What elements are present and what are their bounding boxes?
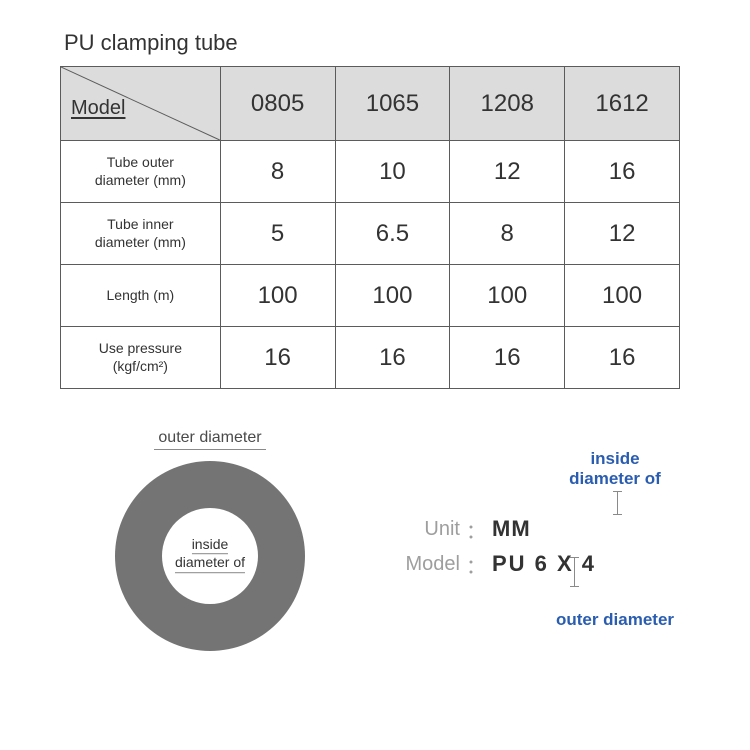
row-label: Length (m): [61, 265, 221, 327]
cell-value: 8: [220, 141, 335, 203]
cell-value: 16: [565, 327, 680, 389]
cell-value: 16: [565, 141, 680, 203]
table-row: Tube innerdiameter (mm)56.5812: [61, 203, 680, 265]
table-corner-cell: Model: [61, 67, 221, 141]
row-label: Tube outerdiameter (mm): [61, 141, 221, 203]
ring-diagram: outer diameter inside diameter of: [90, 429, 330, 656]
cell-value: 16: [220, 327, 335, 389]
cell-value: 5: [220, 203, 335, 265]
unit-value: MM: [492, 516, 531, 542]
page-title: PU clamping tube: [64, 30, 710, 56]
outer-diameter-label: outer diameter: [154, 429, 265, 450]
inner-diameter-label: inside diameter of: [175, 536, 245, 574]
model-header-label: Model: [71, 97, 125, 120]
unit-label: Unit: [380, 518, 460, 541]
anno-outer-diameter: outer diameter: [530, 610, 700, 630]
cell-value: 8: [450, 203, 565, 265]
col-head-1: 1065: [335, 67, 450, 141]
cell-value: 6.5: [335, 203, 450, 265]
model-value: PU 6 X 4: [492, 551, 596, 577]
cell-value: 16: [450, 327, 565, 389]
col-head-0: 0805: [220, 67, 335, 141]
model-label: Model: [380, 553, 460, 576]
cell-value: 10: [335, 141, 450, 203]
cell-value: 100: [450, 265, 565, 327]
table-row: Use pressure(kgf/cm²)16161616: [61, 327, 680, 389]
tick-mark-icon: [574, 557, 575, 587]
cell-value: 100: [335, 265, 450, 327]
cell-value: 100: [565, 265, 680, 327]
col-head-3: 1612: [565, 67, 680, 141]
spec-table: Model 0805 1065 1208 1612 Tube outerdiam…: [60, 66, 680, 389]
table-row: Tube outerdiameter (mm)8101216: [61, 141, 680, 203]
model-legend: insidediameter of Unit ： MM Model ： PU 6…: [360, 443, 690, 643]
anno-inside-diameter: insidediameter of: [550, 449, 680, 490]
col-head-2: 1208: [450, 67, 565, 141]
row-label: Tube innerdiameter (mm): [61, 203, 221, 265]
cell-value: 12: [565, 203, 680, 265]
cell-value: 12: [450, 141, 565, 203]
row-label: Use pressure(kgf/cm²): [61, 327, 221, 389]
table-row: Length (m)100100100100: [61, 265, 680, 327]
cell-value: 16: [335, 327, 450, 389]
tick-mark-icon: [617, 491, 618, 515]
cell-value: 100: [220, 265, 335, 327]
